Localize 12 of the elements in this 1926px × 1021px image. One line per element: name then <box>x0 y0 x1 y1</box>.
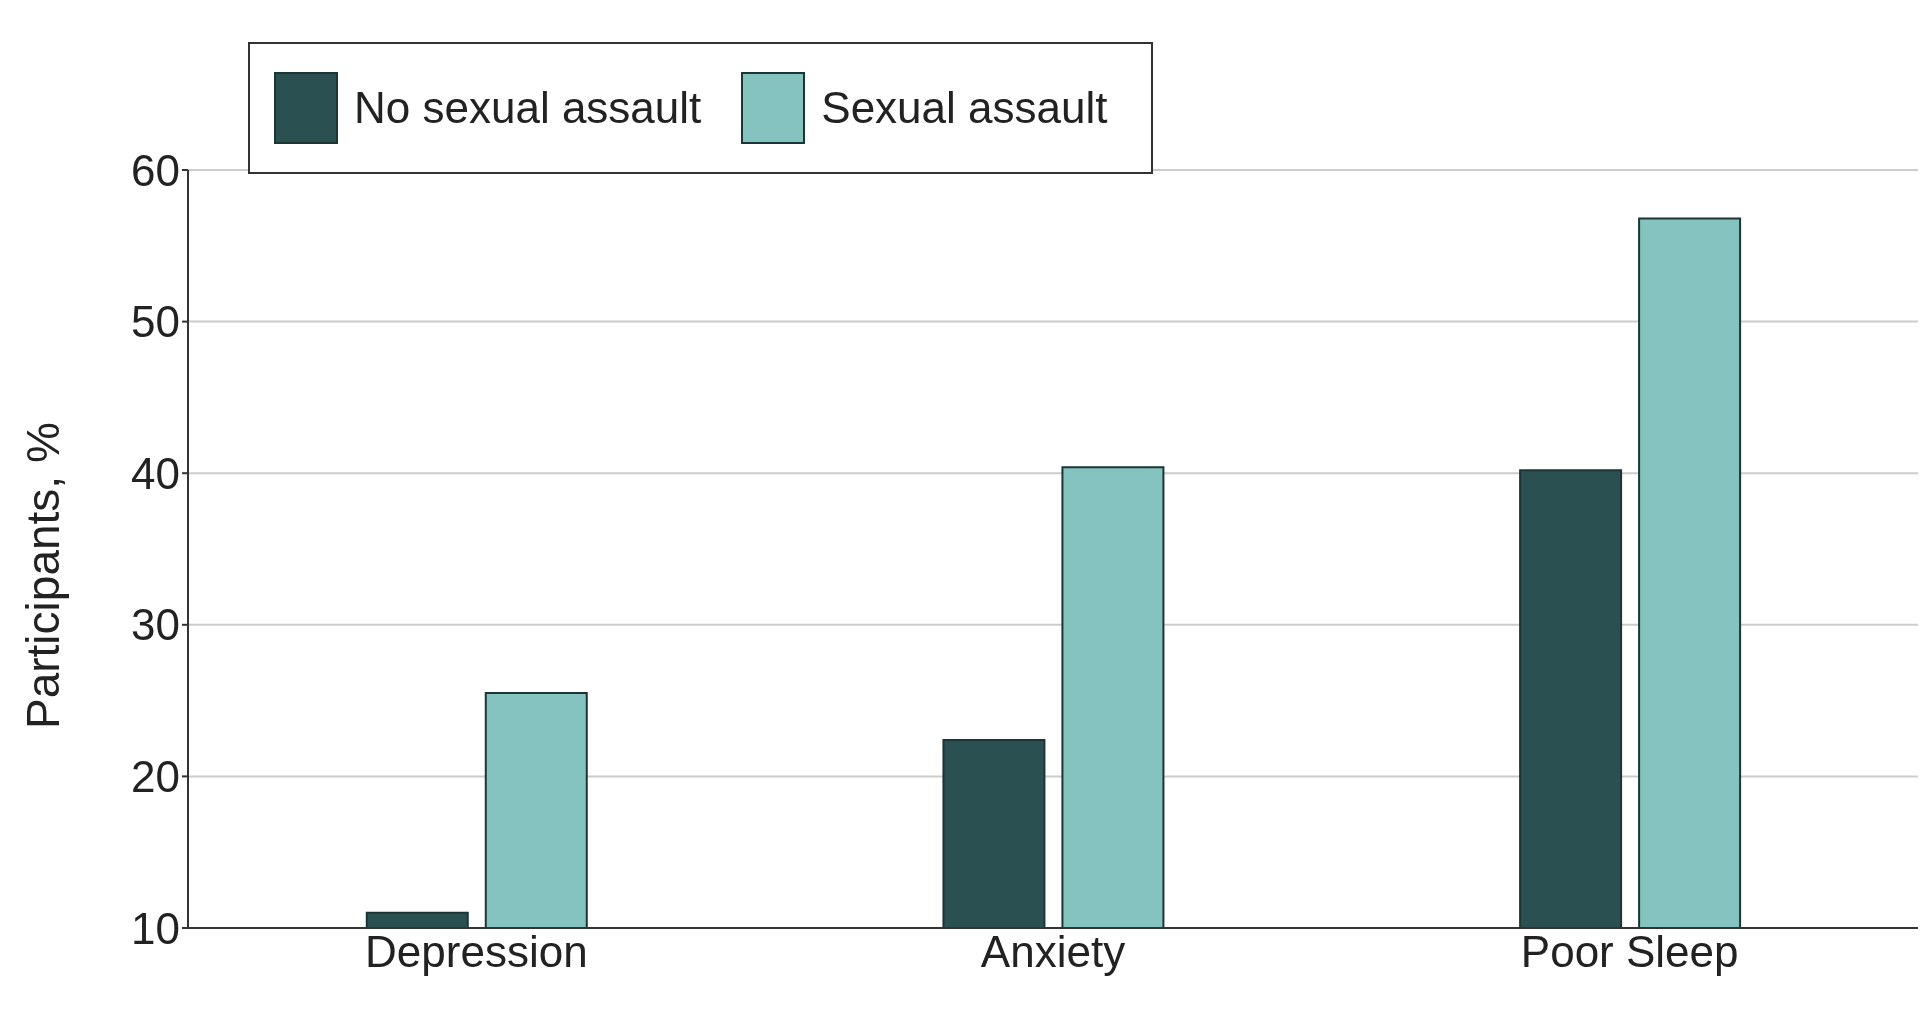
y-tick-label: 40 <box>131 448 180 498</box>
x-tick-label: Anxiety <box>980 927 1126 977</box>
x-tick-label: Depression <box>365 927 588 977</box>
legend-label: No sexual assault <box>354 83 702 133</box>
y-tick-label: 20 <box>131 752 180 802</box>
x-tick-label: Poor Sleep <box>1520 927 1739 977</box>
y-tick-label: 60 <box>131 145 180 195</box>
y-tick-label: 50 <box>131 297 180 347</box>
legend-label: Sexual assault <box>821 83 1108 133</box>
y-tick-label: 10 <box>131 903 180 953</box>
y-axis-title: Participants, % <box>17 422 70 729</box>
y-tick-label: 30 <box>131 600 180 650</box>
